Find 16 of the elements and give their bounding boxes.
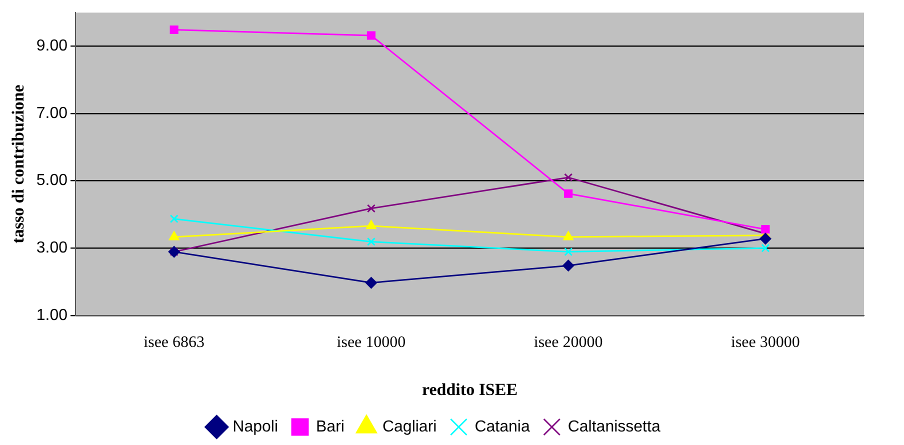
- legend-label: Bari: [316, 418, 344, 436]
- legend-label: Cagliari: [382, 418, 437, 436]
- legend-label: Catania: [474, 418, 530, 436]
- x-tick-label: isee 30000: [731, 334, 800, 352]
- y-tick-label: 1.00: [36, 306, 68, 324]
- legend-label: Napoli: [232, 418, 278, 436]
- legend-label: Caltanissetta: [568, 418, 660, 436]
- y-axis-title: tasso di contribuzione: [8, 84, 28, 244]
- x-tick-label: isee 6863: [144, 334, 205, 352]
- y-tick-label: 3.00: [36, 240, 68, 257]
- x-axis-title: reddito ISEE: [422, 380, 518, 400]
- y-tick-label: 9.00: [36, 38, 68, 55]
- y-tick-label: 7.00: [36, 104, 68, 122]
- x-tick-label: isee 10000: [336, 334, 406, 352]
- x-tick-label: isee 20000: [534, 334, 603, 352]
- y-tick-label: 5.00: [36, 172, 68, 190]
